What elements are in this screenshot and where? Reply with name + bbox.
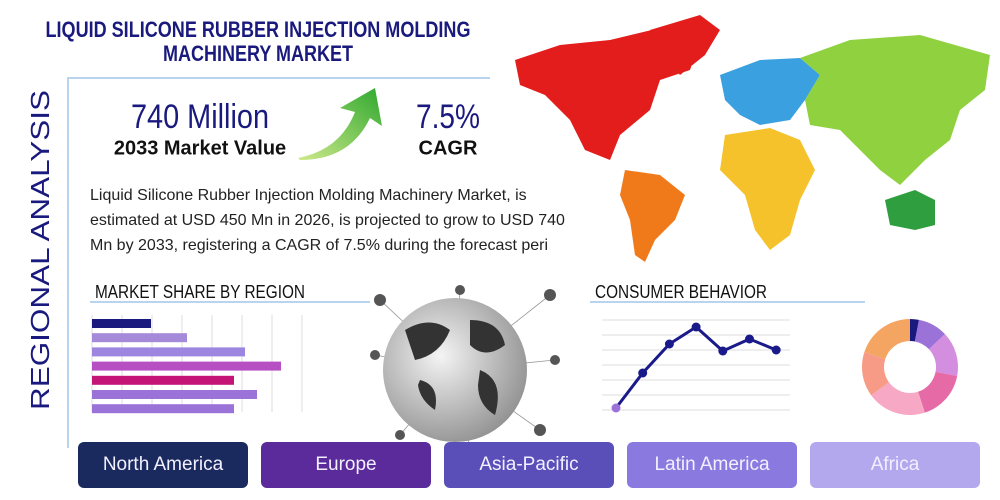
bar [92, 333, 187, 343]
frame [67, 77, 490, 448]
bar [92, 361, 281, 371]
bar [92, 390, 257, 399]
globe [370, 285, 560, 455]
description: Liquid Silicone Rubber Injection Molding… [90, 187, 565, 254]
donut-segment [910, 319, 919, 342]
title-line: MACHINERY MARKET [163, 41, 353, 66]
bar [92, 375, 234, 385]
donut-segment [914, 319, 945, 350]
side-label: REGIONAL ANALYSIS [25, 90, 55, 410]
section-title: CONSUMER BEHAVIOR [595, 282, 767, 302]
point [664, 339, 674, 349]
point [718, 346, 728, 356]
bar [92, 347, 245, 357]
region-button[interactable]: Asia-Pacific [444, 442, 614, 488]
donut-segment [862, 352, 889, 396]
point [611, 403, 621, 413]
donut-segment [871, 382, 925, 416]
region-button[interactable]: Latin America [627, 442, 797, 488]
point [771, 345, 781, 355]
stat-label: 2033 Market Value [114, 137, 286, 159]
point [691, 322, 701, 332]
charts [92, 319, 958, 416]
bar [92, 404, 234, 414]
stat-value: 7.5% [416, 98, 480, 136]
point [745, 334, 754, 344]
section-title: MARKET SHARE BY REGION [95, 282, 305, 302]
donut-segment [928, 334, 958, 376]
region-button[interactable]: Europe [261, 442, 431, 488]
growth-arrow [298, 88, 382, 160]
bar [92, 319, 151, 328]
region-button[interactable]: Africa [810, 442, 980, 488]
line-grid [602, 319, 790, 411]
donut-segment [918, 371, 958, 413]
donut-segment [864, 319, 910, 359]
region-button[interactable]: North America [78, 442, 248, 488]
title-line: LIQUID SILICONE RUBBER INJECTION MOLDING [46, 17, 471, 42]
stat-label: CAGR [419, 137, 478, 159]
world-map [515, 15, 990, 262]
point [638, 368, 648, 378]
stat-value: 740 Million [131, 98, 269, 136]
